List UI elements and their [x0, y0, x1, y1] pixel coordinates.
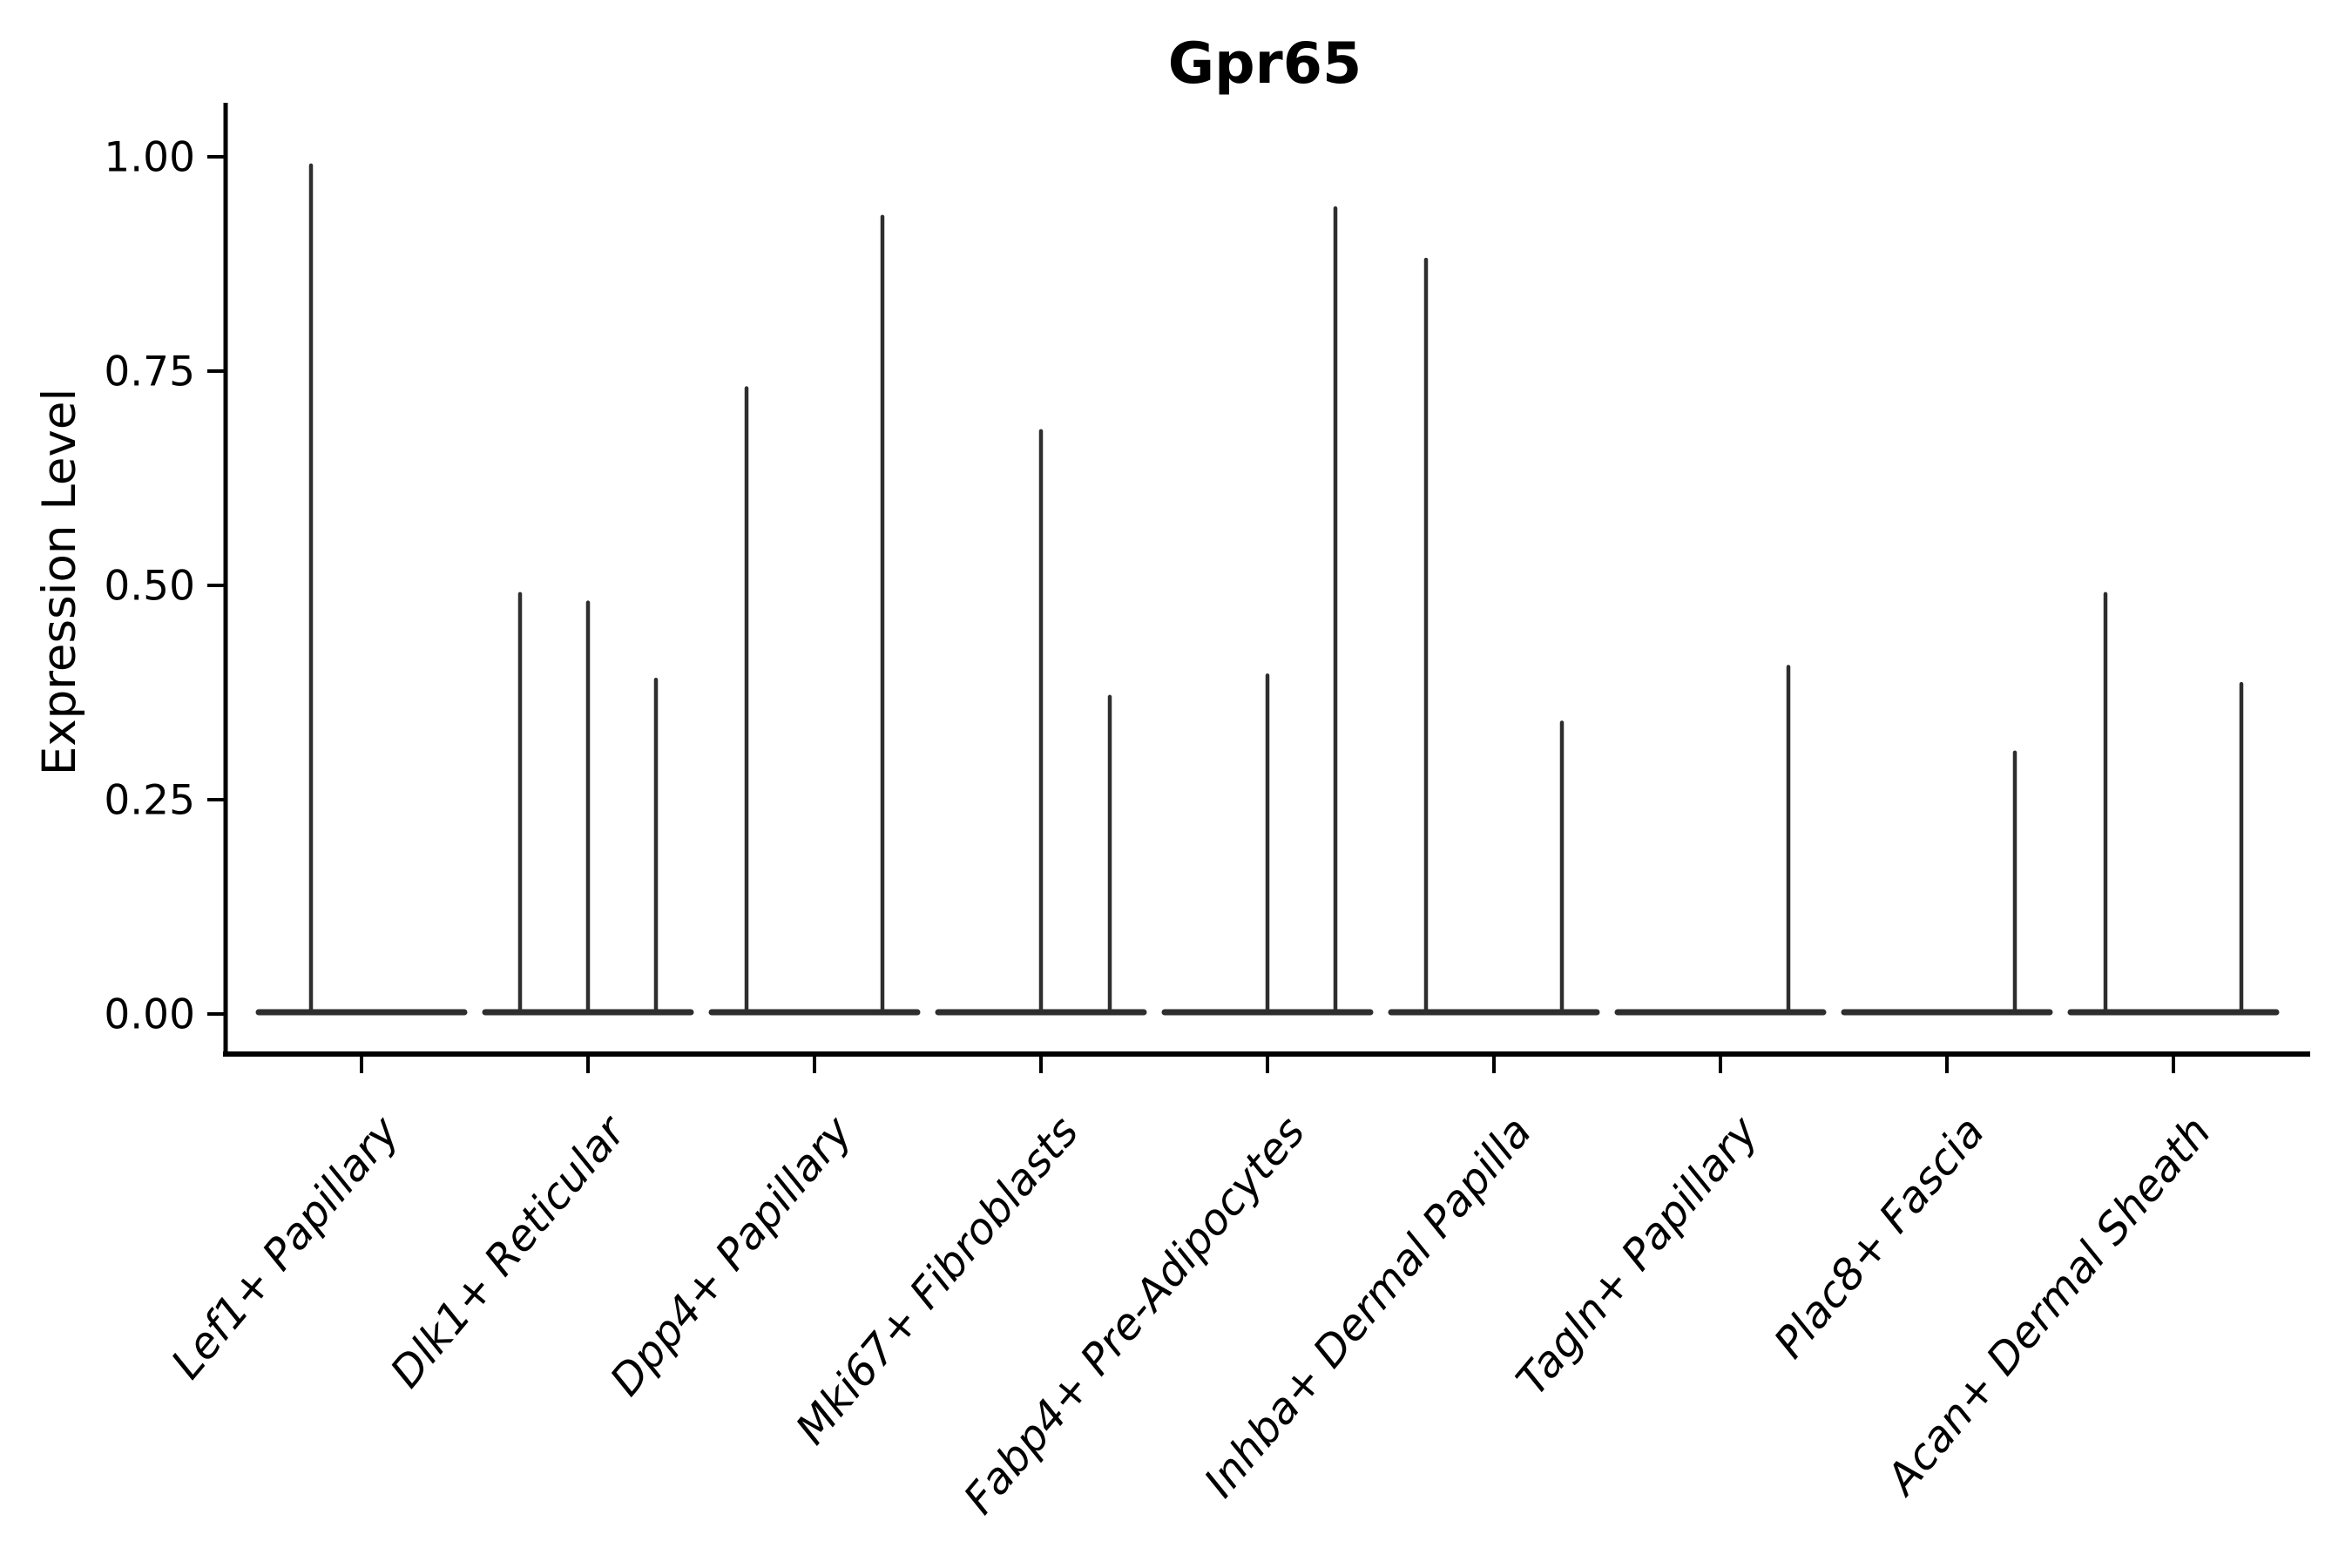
chart-title: Gpr65	[1168, 31, 1362, 97]
y-tick-label: 0.75	[104, 348, 195, 395]
x-category-label: Tagln+ Papillary	[1507, 1106, 1768, 1404]
y-tick-label: 0.25	[104, 776, 195, 824]
x-category-label: Dpp4+ Papillary	[600, 1106, 862, 1405]
y-axis: 0.00 0.25 0.50 0.75 1.00	[104, 133, 226, 1038]
violins-group	[255, 163, 2280, 1016]
x-category-label: Dlk1+ Reticular	[381, 1105, 637, 1397]
x-category-label: Plac8+ Fascia	[1765, 1107, 1995, 1368]
y-tick-label: 0.50	[104, 562, 195, 610]
y-tick-label: 0.00	[104, 990, 195, 1038]
x-category-label: Lef1+ Papillary	[162, 1106, 409, 1388]
y-axis-title: Expression Level	[33, 389, 86, 775]
y-tick-label: 1.00	[104, 133, 195, 181]
